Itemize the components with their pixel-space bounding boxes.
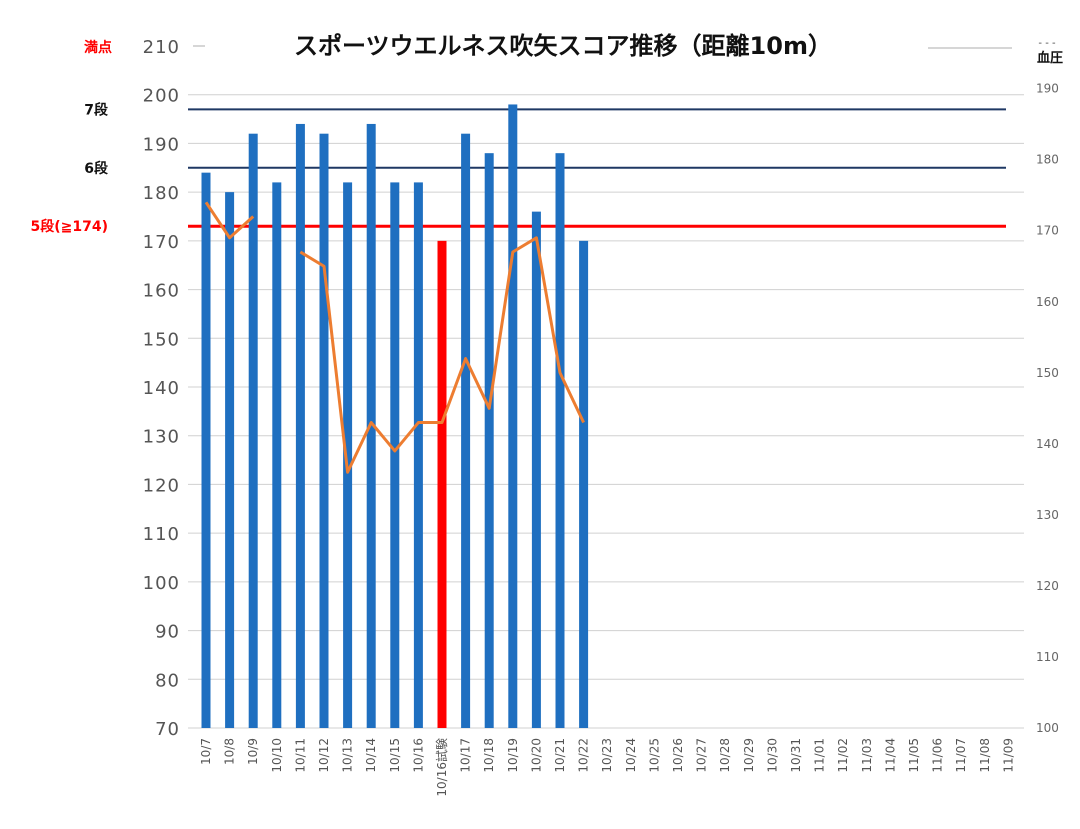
- x-tick-label: 10/18: [482, 738, 496, 773]
- x-tick-label: 10/25: [647, 738, 661, 773]
- y-tick-label: 180: [143, 183, 180, 204]
- reference-label: 7段: [84, 101, 108, 118]
- x-tick-label: 10/9: [246, 738, 260, 765]
- x-tick-label: 10/31: [789, 738, 803, 773]
- x-tick-label: 11/08: [978, 738, 992, 773]
- x-tick-label: 10/15: [388, 738, 402, 773]
- bar: [437, 240, 447, 728]
- x-tick-label: 10/12: [317, 738, 331, 773]
- x-tick-label: 10/13: [341, 738, 355, 773]
- x-tick-label: 10/24: [624, 738, 638, 773]
- x-tick-label: 10/27: [695, 738, 709, 773]
- y2-tick-label: 100: [1036, 721, 1059, 735]
- y-tick-label: 210: [143, 37, 180, 58]
- x-tick-label: 10/20: [529, 738, 543, 773]
- x-tick-label: 11/09: [1001, 738, 1015, 773]
- bar: [343, 182, 353, 728]
- y-tick-label: 140: [143, 378, 180, 399]
- x-tick-label: 10/19: [506, 738, 520, 773]
- reference-label: 5段(≧174): [31, 218, 109, 235]
- y-tick-label: 200: [143, 86, 180, 107]
- x-tick-label: 10/26: [671, 738, 685, 773]
- bar: [484, 153, 494, 728]
- x-tick-label: 10/21: [553, 738, 567, 773]
- x-tick-label: 10/7: [199, 738, 213, 765]
- x-tick-label: 10/11: [293, 738, 307, 773]
- y2-tick-label: 160: [1036, 295, 1059, 309]
- y-tick-label: 90: [155, 622, 180, 643]
- y2-tick-label: 190: [1036, 82, 1059, 96]
- bar: [295, 123, 305, 728]
- bar: [319, 133, 329, 728]
- x-tick-label: 10/30: [765, 738, 779, 773]
- x-tick-label: 10/29: [742, 738, 756, 773]
- line-segment: [299, 236, 585, 474]
- bar: [413, 182, 423, 728]
- x-tick-label: 10/16: [411, 738, 425, 773]
- right-axis-title: 血圧: [1037, 50, 1063, 66]
- bar-series: [201, 104, 589, 729]
- x-tick-label: 10/17: [459, 738, 473, 773]
- x-tick-label: 10/16試験: [434, 738, 449, 797]
- bar: [508, 104, 518, 728]
- reference-label: 6段: [84, 160, 108, 177]
- y2-tick-label: 130: [1036, 508, 1059, 522]
- y-tick-label: 170: [143, 232, 180, 253]
- x-tick-label: 10/8: [223, 738, 237, 765]
- x-tick-label: 11/05: [907, 738, 921, 773]
- bar: [225, 192, 235, 729]
- y-tick-label: 120: [143, 475, 180, 496]
- bar: [390, 182, 400, 728]
- x-tick-label: 10/28: [718, 738, 732, 773]
- x-tick-label: 10/14: [364, 738, 378, 773]
- reference-lines: [188, 108, 1006, 228]
- level-labels: 7段 6段 5段(≧174) 満点: [31, 39, 113, 235]
- bar: [461, 133, 471, 728]
- right-axis-ticks: 100 110 120 130 140 150 160 170 180 190: [1036, 82, 1059, 735]
- y2-tick-label: 170: [1036, 224, 1059, 238]
- x-axis-ticks: 10/7 10/8 10/9 10/10 10/11 10/12 10/13 10/14 10/…: [199, 738, 1015, 797]
- x-tick-label: 11/07: [954, 738, 968, 773]
- x-tick-label: 11/03: [860, 738, 874, 773]
- y-tick-label: 130: [143, 427, 180, 448]
- y2-tick-label: 110: [1036, 650, 1059, 664]
- line-series: [204, 201, 585, 474]
- grid-lines: [188, 45, 1024, 729]
- bar: [201, 172, 211, 728]
- y-tick-label: 190: [143, 134, 180, 155]
- y-tick-label: 80: [155, 670, 180, 691]
- chart-title: スポーツウエルネス吹矢スコア推移（距離10m）: [294, 32, 832, 60]
- y2-tick-label: 180: [1036, 153, 1059, 167]
- y-tick-label: 160: [143, 281, 180, 302]
- x-tick-label: 10/10: [270, 738, 284, 773]
- left-axis-ticks: 70 80 90 100 110 120 130 140 150 160 170 180 190 200 2…: [143, 37, 180, 740]
- y2-tick-label: 150: [1036, 366, 1059, 380]
- bar: [555, 153, 565, 728]
- x-tick-label: 11/04: [883, 738, 897, 773]
- x-tick-label: 11/01: [813, 738, 827, 773]
- y-tick-label: 100: [143, 573, 180, 594]
- x-tick-label: 11/06: [931, 738, 945, 773]
- y2-tick-label: 120: [1036, 579, 1059, 593]
- bar: [272, 182, 282, 728]
- x-tick-label: 10/22: [577, 738, 591, 773]
- line-segment: [204, 201, 255, 240]
- bar: [248, 133, 258, 728]
- y2-tick-label: 140: [1036, 437, 1059, 451]
- x-tick-label: 11/02: [836, 738, 850, 773]
- top-level-label: 満点: [84, 39, 112, 56]
- y-tick-label: 70: [155, 719, 180, 740]
- bar: [531, 211, 541, 729]
- bar: [579, 240, 589, 728]
- y-tick-label: 110: [143, 524, 180, 545]
- y-tick-label: 150: [143, 329, 180, 350]
- legend-marker: - - -: [1038, 38, 1056, 49]
- x-tick-label: 10/23: [600, 738, 614, 773]
